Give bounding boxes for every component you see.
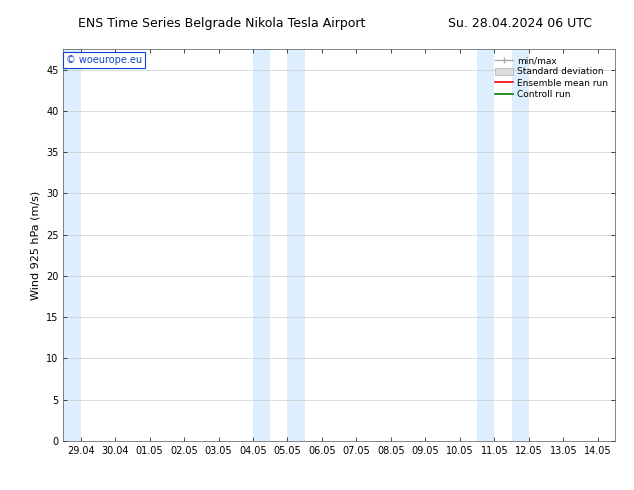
Text: © woeurope.eu: © woeurope.eu	[66, 55, 142, 65]
Bar	[477, 49, 495, 441]
Legend: min/max, Standard deviation, Ensemble mean run, Controll run: min/max, Standard deviation, Ensemble me…	[493, 53, 611, 102]
Text: Su. 28.04.2024 06 UTC: Su. 28.04.2024 06 UTC	[448, 17, 592, 30]
Bar	[253, 49, 270, 441]
Bar	[63, 49, 81, 441]
Text: ENS Time Series Belgrade Nikola Tesla Airport: ENS Time Series Belgrade Nikola Tesla Ai…	[78, 17, 366, 30]
Bar	[287, 49, 305, 441]
Bar	[512, 49, 529, 441]
Y-axis label: Wind 925 hPa (m/s): Wind 925 hPa (m/s)	[30, 191, 41, 299]
